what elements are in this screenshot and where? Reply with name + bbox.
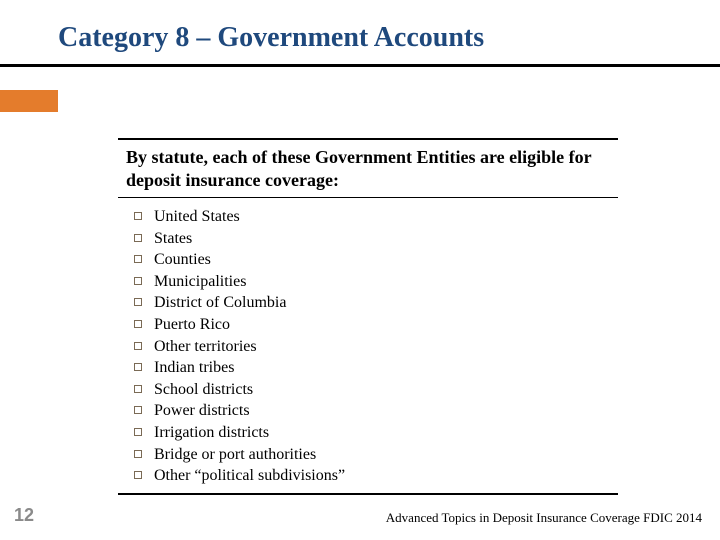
list-item: United States <box>130 206 618 228</box>
square-bullet-icon <box>134 298 142 306</box>
square-bullet-icon <box>134 234 142 242</box>
entity-list: United States States Counties Municipali… <box>118 198 618 495</box>
square-bullet-icon <box>134 471 142 479</box>
list-item: Puerto Rico <box>130 314 618 336</box>
title-underline <box>0 64 720 67</box>
page-number: 12 <box>14 505 34 526</box>
list-item-label: United States <box>154 206 240 228</box>
square-bullet-icon <box>134 212 142 220</box>
list-item: States <box>130 228 618 250</box>
list-item: District of Columbia <box>130 292 618 314</box>
list-item-label: Power districts <box>154 400 250 422</box>
square-bullet-icon <box>134 342 142 350</box>
list-item-label: Other territories <box>154 336 257 358</box>
square-bullet-icon <box>134 255 142 263</box>
list-item-label: Counties <box>154 249 211 271</box>
list-item-label: Puerto Rico <box>154 314 230 336</box>
accent-bar <box>0 90 58 112</box>
list-item: Bridge or port authorities <box>130 444 618 466</box>
list-item-label: Municipalities <box>154 271 246 293</box>
square-bullet-icon <box>134 277 142 285</box>
list-item: Counties <box>130 249 618 271</box>
list-item: Other territories <box>130 336 618 358</box>
square-bullet-icon <box>134 385 142 393</box>
square-bullet-icon <box>134 450 142 458</box>
square-bullet-icon <box>134 406 142 414</box>
page-title: Category 8 – Government Accounts <box>0 0 720 54</box>
list-item: Indian tribes <box>130 357 618 379</box>
list-item-label: School districts <box>154 379 253 401</box>
list-item: Other “political subdivisions” <box>130 465 618 487</box>
list-item: Municipalities <box>130 271 618 293</box>
list-item-label: Other “political subdivisions” <box>154 465 345 487</box>
subtitle: By statute, each of these Government Ent… <box>118 140 618 198</box>
content-box: By statute, each of these Government Ent… <box>118 138 618 495</box>
list-item-label: Indian tribes <box>154 357 234 379</box>
square-bullet-icon <box>134 363 142 371</box>
list-item-label: Irrigation districts <box>154 422 269 444</box>
list-item-label: States <box>154 228 192 250</box>
square-bullet-icon <box>134 428 142 436</box>
square-bullet-icon <box>134 320 142 328</box>
list-item: Power districts <box>130 400 618 422</box>
list-item: School districts <box>130 379 618 401</box>
list-item-label: District of Columbia <box>154 292 286 314</box>
footer-text: Advanced Topics in Deposit Insurance Cov… <box>386 510 702 526</box>
list-item: Irrigation districts <box>130 422 618 444</box>
list-item-label: Bridge or port authorities <box>154 444 316 466</box>
